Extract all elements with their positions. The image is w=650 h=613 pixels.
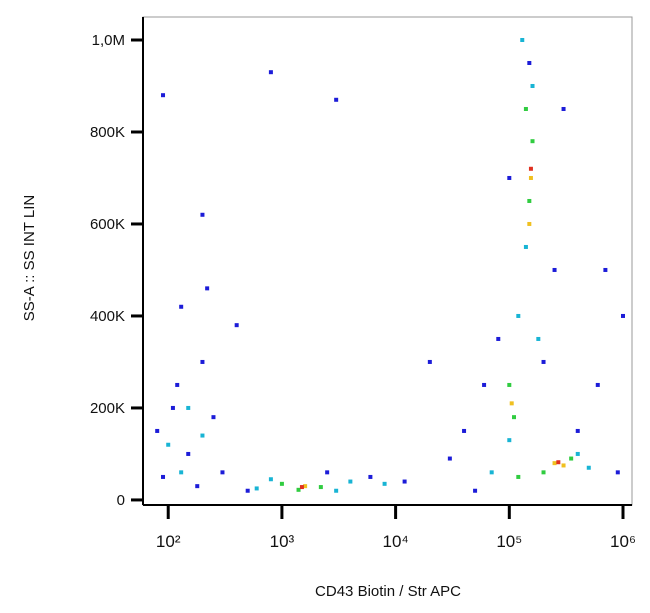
point [620, 313, 625, 318]
x-axis-label: CD43 Biotin / Str APC [315, 583, 461, 600]
point [268, 70, 273, 75]
point [528, 175, 533, 180]
y-tick-label: 200K [90, 400, 125, 417]
point [523, 106, 528, 111]
y-tick-label: 800K [90, 124, 125, 141]
point [296, 487, 301, 492]
x-tick-label: 10⁶ [610, 532, 636, 551]
point [516, 474, 521, 479]
point [496, 336, 501, 341]
x-tick-label: 10⁴ [383, 532, 409, 551]
x-tick-label: 10³ [270, 532, 295, 551]
point [186, 405, 191, 410]
point [523, 244, 528, 249]
point [368, 474, 373, 479]
point [569, 456, 574, 461]
point [615, 470, 620, 475]
point [552, 267, 557, 272]
point [561, 106, 566, 111]
point [402, 479, 407, 484]
x-tick-label: 10² [156, 532, 181, 551]
point [211, 415, 216, 420]
point [473, 488, 478, 493]
point [170, 405, 175, 410]
point [200, 433, 205, 438]
x-tick-label: 10⁵ [496, 532, 522, 551]
point [527, 198, 532, 203]
point [245, 488, 250, 493]
point [586, 465, 591, 470]
point [530, 139, 535, 144]
point [179, 470, 184, 475]
point [382, 481, 387, 486]
point [234, 323, 239, 328]
y-axis-label: SS-A :: SS INT LIN [21, 195, 38, 321]
point [334, 488, 339, 493]
point [200, 359, 205, 364]
point [318, 485, 323, 490]
point [527, 221, 532, 226]
y-tick-label: 600K [90, 216, 125, 233]
point [254, 486, 259, 491]
point [507, 175, 512, 180]
point [575, 451, 580, 456]
point [552, 461, 557, 466]
point [507, 382, 512, 387]
y-tick-label: 400K [90, 308, 125, 325]
point [175, 382, 180, 387]
y-tick-label: 1,0M [92, 32, 125, 49]
point [268, 477, 273, 482]
point [520, 37, 525, 42]
point [161, 474, 166, 479]
point [205, 286, 210, 291]
point [462, 428, 467, 433]
point [155, 428, 160, 433]
point [527, 60, 532, 65]
point [603, 267, 608, 272]
point [509, 401, 514, 406]
point [325, 470, 330, 475]
point [507, 438, 512, 443]
point [575, 428, 580, 433]
point [334, 97, 339, 102]
point [482, 382, 487, 387]
point [536, 336, 541, 341]
point [161, 93, 166, 98]
point [512, 415, 517, 420]
point [447, 456, 452, 461]
plot-frame [142, 16, 633, 506]
point [186, 451, 191, 456]
point [530, 83, 535, 88]
point [166, 442, 171, 447]
point [595, 382, 600, 387]
point [195, 484, 200, 489]
point [427, 359, 432, 364]
point [556, 460, 561, 465]
point [299, 485, 304, 490]
point [541, 470, 546, 475]
point [279, 481, 284, 486]
point [179, 304, 184, 309]
point [303, 484, 308, 489]
point [561, 463, 566, 468]
point [516, 313, 521, 318]
point [220, 470, 225, 475]
point [489, 470, 494, 475]
point [528, 166, 533, 171]
point [348, 479, 353, 484]
point [200, 212, 205, 217]
y-tick-label: 0 [117, 492, 125, 509]
point [541, 359, 546, 364]
